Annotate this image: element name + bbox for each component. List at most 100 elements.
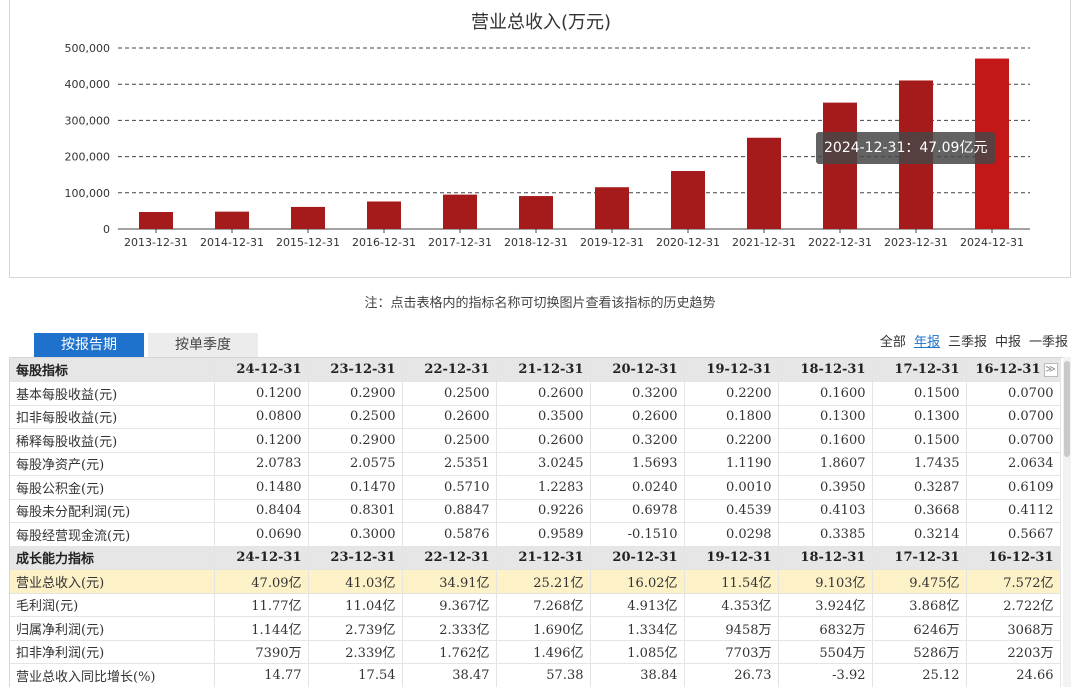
- chart-tooltip: 2024-12-31：47.09亿元: [816, 132, 996, 164]
- indicator-name[interactable]: 扣非每股收益(元): [10, 405, 215, 429]
- filter-q1[interactable]: 一季报: [1028, 335, 1068, 350]
- column-header-date: 24-12-31: [214, 546, 309, 570]
- indicator-value: 24.66: [966, 663, 1061, 687]
- indicator-value: 0.0700: [966, 381, 1061, 406]
- bar-2019-12-31[interactable]: [595, 187, 629, 229]
- indicator-value: 1.690亿: [496, 616, 591, 641]
- indicator-value: 0.2500: [402, 381, 497, 406]
- filter-q3[interactable]: 三季报: [947, 335, 987, 350]
- y-tick-label: 0: [103, 223, 110, 236]
- scrollbar-thumb[interactable]: [1064, 361, 1070, 457]
- indicator-value: 9.367亿: [402, 593, 497, 617]
- indicator-value: 9.475亿: [872, 569, 967, 594]
- indicator-name[interactable]: 归属净利润(元): [10, 616, 215, 641]
- indicator-value: 1.5693: [590, 452, 685, 476]
- indicator-value: 0.3200: [590, 381, 685, 406]
- indicator-name[interactable]: 扣非净利润(元): [10, 640, 215, 664]
- indicator-value: 5504万: [778, 640, 873, 664]
- indicator-value: 0.1500: [872, 428, 967, 453]
- indicator-name[interactable]: 营业总收入同比增长(%): [10, 663, 215, 687]
- table-row: 归属净利润(元) 1.144亿 2.739亿 2.333亿 1.690亿 1.334亿 94…: [10, 616, 1061, 641]
- indicator-name[interactable]: 基本每股收益(元): [10, 381, 215, 406]
- indicator-value: 0.1480: [214, 475, 309, 500]
- y-tick-label: 300,000: [65, 114, 111, 127]
- indicator-value: 2.339亿: [308, 640, 403, 664]
- column-header-date: 22-12-31: [402, 546, 497, 570]
- table-row: 每股净资产(元) 2.0783 2.0575 2.5351 3.0245 1.5693 1.…: [10, 452, 1061, 476]
- indicator-value: -0.1510: [590, 522, 685, 547]
- column-header-date: 22-12-31: [402, 358, 497, 382]
- x-tick-label: 2022-12-31: [808, 236, 872, 249]
- bar-2013-12-31[interactable]: [139, 211, 173, 229]
- indicator-name[interactable]: 每股未分配利润(元): [10, 499, 215, 523]
- indicator-name[interactable]: 每股净资产(元): [10, 452, 215, 476]
- indicator-name[interactable]: 毛利润(元): [10, 593, 215, 617]
- filter-annual[interactable]: 年报: [913, 335, 940, 350]
- column-header-date: 17-12-31: [872, 546, 967, 570]
- indicator-value: 41.03亿: [308, 569, 403, 594]
- indicator-name[interactable]: 每股经营现金流(元): [10, 522, 215, 547]
- bar-2020-12-31[interactable]: [671, 171, 705, 229]
- indicator-value: 1.334亿: [590, 616, 685, 641]
- table-row: 每股未分配利润(元) 0.8404 0.8301 0.8847 0.9226 0.6978…: [10, 499, 1061, 523]
- bar-2016-12-31[interactable]: [367, 201, 401, 229]
- indicator-name[interactable]: 每股公积金(元): [10, 475, 215, 500]
- table-row: 基本每股收益(元) 0.1200 0.2900 0.2500 0.2600 0.3200 0…: [10, 381, 1061, 406]
- table-row: 营业总收入(元) 47.09亿 41.03亿 34.91亿 25.21亿 16.02亿 11…: [10, 569, 1061, 594]
- column-header-date: 20-12-31: [590, 358, 685, 382]
- indicator-value: 0.8301: [308, 499, 403, 523]
- x-tick-label: 2015-12-31: [276, 236, 340, 249]
- indicator-value: 11.77亿: [214, 593, 309, 617]
- table-scrollbar[interactable]: [1063, 357, 1071, 687]
- indicator-value: 1.8607: [778, 452, 873, 476]
- indicator-value: 0.0010: [684, 475, 779, 500]
- indicator-value: 0.5667: [966, 522, 1061, 547]
- indicator-value: 0.6109: [966, 475, 1061, 500]
- indicator-value: 0.0298: [684, 522, 779, 547]
- indicator-value: 0.3950: [778, 475, 873, 500]
- indicator-value: 0.2500: [402, 428, 497, 453]
- filter-all[interactable]: 全部: [879, 335, 906, 350]
- indicator-value: 0.3214: [872, 522, 967, 547]
- column-header-date: 24-12-31: [214, 358, 309, 382]
- indicator-value: 1.1190: [684, 452, 779, 476]
- indicator-value: 1.762亿: [402, 640, 497, 664]
- financial-indicators-table-wrap: 每股指标 24-12-31 23-12-31 22-12-31 21-12-31 20-1…: [9, 357, 1071, 687]
- bar-2015-12-31[interactable]: [291, 206, 325, 229]
- indicator-value: 1.2283: [496, 475, 591, 500]
- indicator-value: 9.103亿: [778, 569, 873, 594]
- x-tick-label: 2023-12-31: [884, 236, 948, 249]
- indicator-value: 7.572亿: [966, 569, 1061, 594]
- indicator-name[interactable]: 稀释每股收益(元): [10, 428, 215, 453]
- indicator-value: 38.84: [590, 663, 685, 687]
- bar-2021-12-31[interactable]: [747, 137, 781, 229]
- indicator-value: 0.4539: [684, 499, 779, 523]
- chart-title: 营业总收入(万元): [471, 12, 611, 33]
- indicator-value: 2.739亿: [308, 616, 403, 641]
- indicator-value: 2.0783: [214, 452, 309, 476]
- more-columns-icon[interactable]: ≫: [1043, 362, 1058, 377]
- section-title: 成长能力指标: [10, 546, 215, 570]
- indicator-value: 2.722亿: [966, 593, 1061, 617]
- bar-2018-12-31[interactable]: [519, 196, 553, 229]
- bar-2022-12-31[interactable]: [823, 102, 857, 229]
- indicator-value: 4.913亿: [590, 593, 685, 617]
- column-header-date: 23-12-31: [308, 546, 403, 570]
- bar-2014-12-31[interactable]: [215, 211, 249, 229]
- indicator-value: 3.924亿: [778, 593, 873, 617]
- indicator-value: 16.02亿: [590, 569, 685, 594]
- table-row: 毛利润(元) 11.77亿 11.04亿 9.367亿 7.268亿 4.913亿 4.35…: [10, 593, 1061, 617]
- column-header-date: 16-12-31: [966, 546, 1061, 570]
- indicator-value: 0.2200: [684, 381, 779, 406]
- filter-mid[interactable]: 中报: [994, 335, 1021, 350]
- indicator-name[interactable]: 营业总收入(元): [10, 569, 215, 594]
- x-tick-label: 2020-12-31: [656, 236, 720, 249]
- tab-by-report-period[interactable]: 按报告期: [34, 333, 144, 357]
- indicator-value: 1.144亿: [214, 616, 309, 641]
- table-row: 扣非净利润(元) 7390万 2.339亿 1.762亿 1.496亿 1.085亿 770…: [10, 640, 1061, 664]
- indicator-value: 0.1600: [778, 381, 873, 406]
- section-header-row: 成长能力指标 24-12-31 23-12-31 22-12-31 21-12-31 20…: [10, 546, 1061, 570]
- bar-2017-12-31[interactable]: [443, 194, 477, 229]
- tab-by-single-quarter[interactable]: 按单季度: [148, 333, 258, 357]
- y-tick-label: 500,000: [65, 42, 111, 55]
